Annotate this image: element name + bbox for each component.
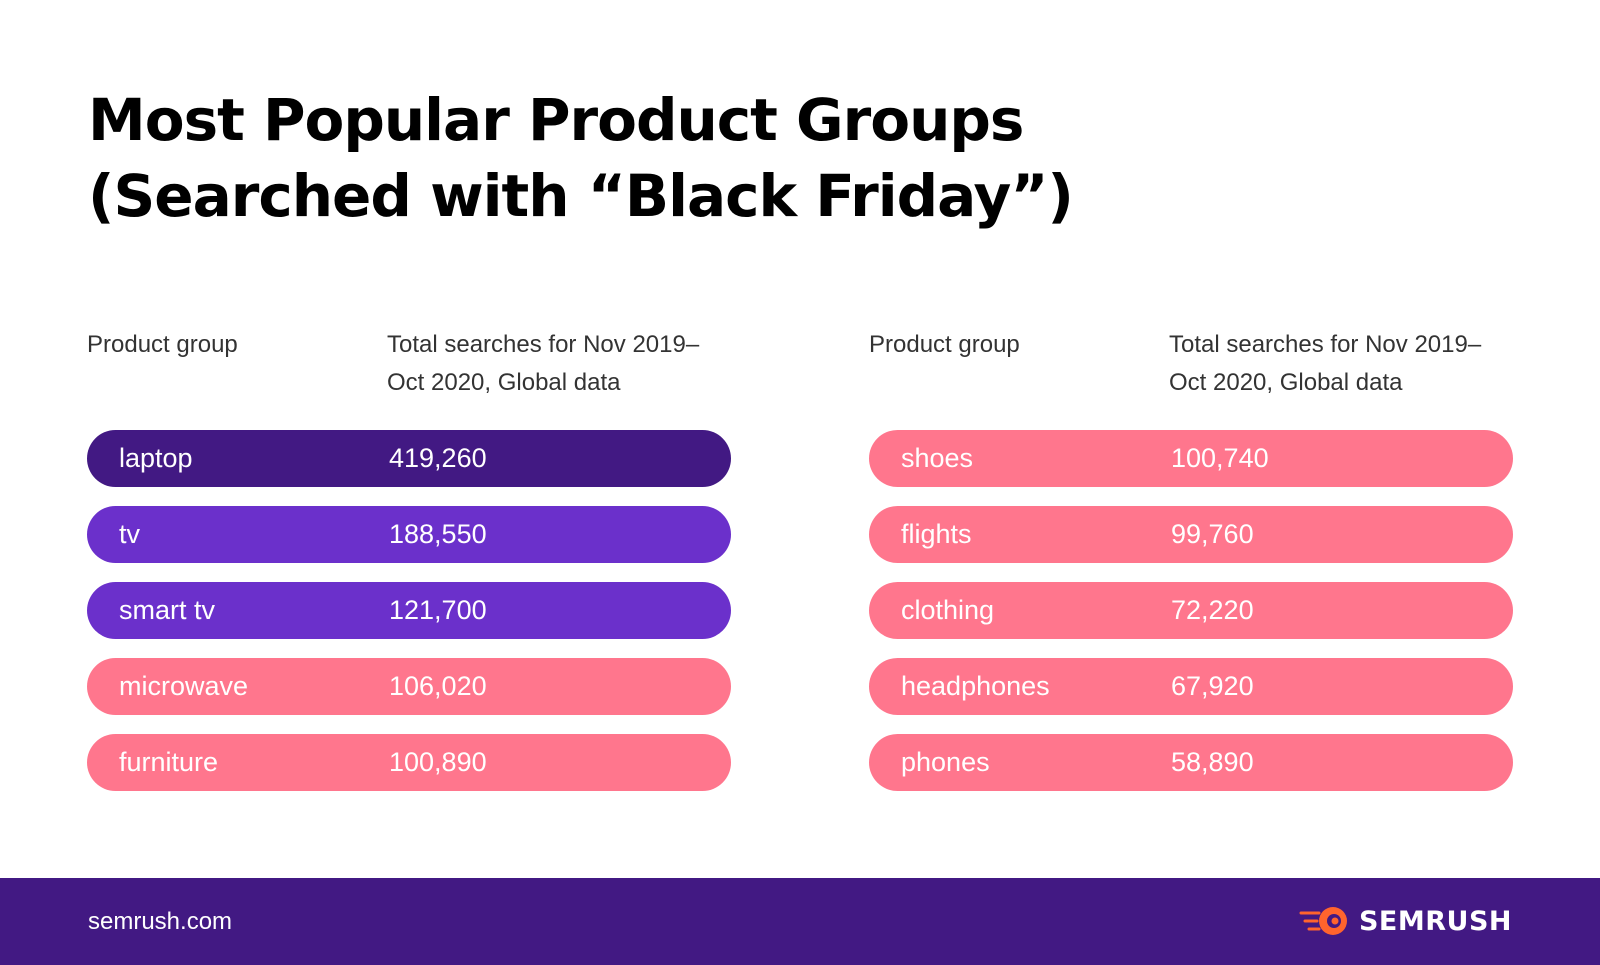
brand-name: SEMRUSH bbox=[1358, 905, 1512, 937]
title-line-2: (Searched with “Black Friday”) bbox=[88, 162, 1074, 230]
table-right: Product group Total searches for Nov 201… bbox=[869, 326, 1529, 791]
row-label: tv bbox=[119, 519, 141, 549]
page-title: Most Popular Product Groups (Searched wi… bbox=[88, 82, 1288, 234]
row-value: 100,890 bbox=[389, 747, 487, 777]
header-total-line-2: Oct 2020, Global data bbox=[1169, 369, 1403, 396]
semrush-fireball-icon bbox=[1299, 907, 1347, 935]
header-product-group: Product group bbox=[87, 331, 238, 358]
table-header: Product group Total searches for Nov 201… bbox=[87, 326, 747, 430]
table-rows: laptop 419,260 tv 188,550 smart tv 121,7… bbox=[87, 430, 731, 810]
row-value: 188,550 bbox=[389, 519, 487, 549]
table-header: Product group Total searches for Nov 201… bbox=[869, 326, 1529, 430]
row-value: 72,220 bbox=[1171, 595, 1254, 625]
table-row: shoes 100,740 bbox=[869, 430, 1513, 487]
table-row: tv 188,550 bbox=[87, 506, 731, 563]
footer-url[interactable]: semrush.com bbox=[88, 908, 233, 935]
row-label: microwave bbox=[119, 671, 249, 701]
table-row: headphones 67,920 bbox=[869, 658, 1513, 715]
row-label: shoes bbox=[901, 443, 974, 473]
table-row: microwave 106,020 bbox=[87, 658, 731, 715]
row-value: 100,740 bbox=[1171, 443, 1269, 473]
table-left: Product group Total searches for Nov 201… bbox=[87, 326, 747, 791]
semrush-logo: SEMRUSH bbox=[1299, 903, 1512, 939]
row-value: 99,760 bbox=[1171, 519, 1254, 549]
row-value: 419,260 bbox=[389, 443, 487, 473]
row-label: laptop bbox=[119, 443, 193, 473]
footer-bar: semrush.com SEMRUSH bbox=[0, 878, 1600, 965]
header-total-line-1: Total searches for Nov 2019– bbox=[1169, 331, 1482, 358]
header-total-searches: Total searches for Nov 2019– Oct 2020, G… bbox=[387, 326, 757, 402]
table-rows: shoes 100,740 flights 99,760 clothing 72… bbox=[869, 430, 1513, 810]
row-value: 67,920 bbox=[1171, 671, 1254, 701]
table-row: smart tv 121,700 bbox=[87, 582, 731, 639]
row-label: phones bbox=[901, 747, 990, 777]
row-value: 121,700 bbox=[389, 595, 487, 625]
row-label: flights bbox=[901, 519, 972, 549]
table-row: laptop 419,260 bbox=[87, 430, 731, 487]
header-product-group: Product group bbox=[869, 331, 1020, 358]
header-total-searches: Total searches for Nov 2019– Oct 2020, G… bbox=[1169, 326, 1539, 402]
row-label: smart tv bbox=[119, 595, 216, 625]
table-row: flights 99,760 bbox=[869, 506, 1513, 563]
header-total-line-2: Oct 2020, Global data bbox=[387, 369, 621, 396]
row-label: furniture bbox=[119, 747, 219, 777]
table-row: phones 58,890 bbox=[869, 734, 1513, 791]
table-row: furniture 100,890 bbox=[87, 734, 731, 791]
title-line-1: Most Popular Product Groups bbox=[88, 86, 1024, 154]
row-value: 58,890 bbox=[1171, 747, 1254, 777]
row-label: clothing bbox=[901, 595, 995, 625]
table-row: clothing 72,220 bbox=[869, 582, 1513, 639]
header-total-line-1: Total searches for Nov 2019– bbox=[387, 331, 700, 358]
row-label: headphones bbox=[901, 671, 1050, 701]
row-value: 106,020 bbox=[389, 671, 487, 701]
